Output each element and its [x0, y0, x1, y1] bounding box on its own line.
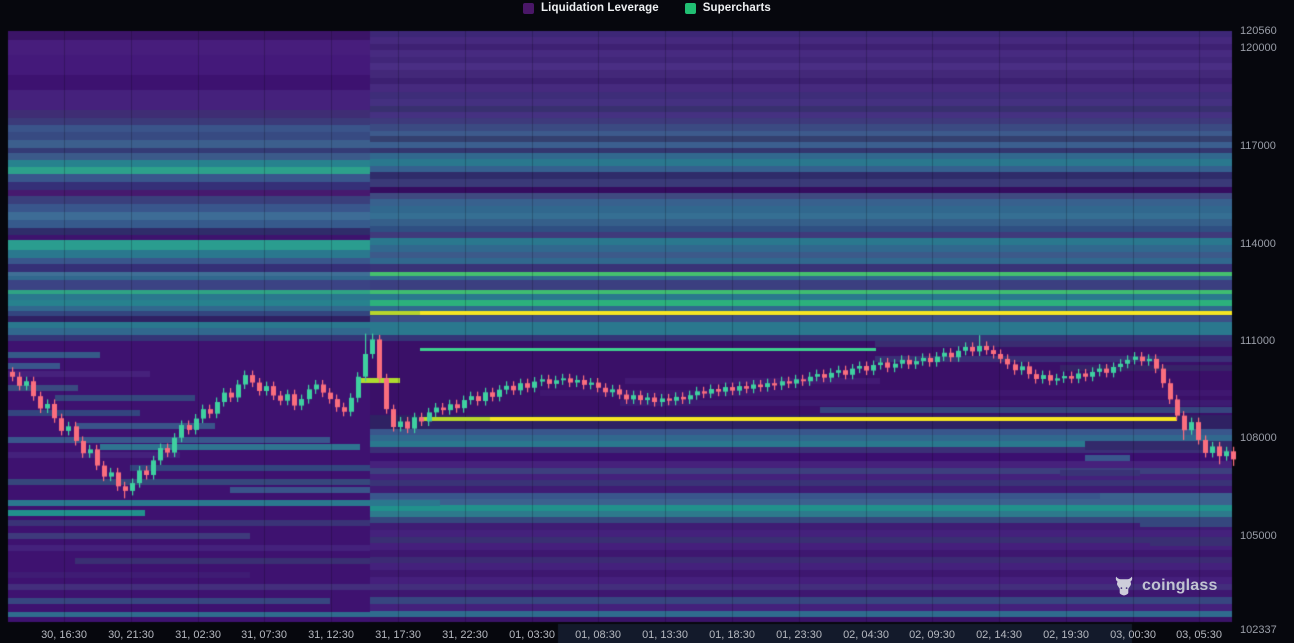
legend-swatch: [523, 2, 535, 14]
price-axis-label: 114000: [1240, 238, 1276, 250]
time-axis-label: 02, 09:30: [909, 629, 955, 641]
watermark-brand-text: coinglass: [1142, 577, 1218, 594]
legend-label: Supercharts: [702, 2, 771, 14]
coinglass-watermark: coinglass: [1112, 574, 1218, 598]
time-axis-label: 31, 12:30: [308, 629, 354, 641]
price-axis-label: 102337: [1240, 624, 1277, 636]
legend-item-liquidation-leverage[interactable]: Liquidation Leverage: [523, 2, 659, 14]
price-axis-label: 105000: [1240, 530, 1277, 542]
time-axis-label: 02, 19:30: [1043, 629, 1089, 641]
time-axis-label: 31, 17:30: [375, 629, 421, 641]
price-axis-label: 108000: [1240, 432, 1277, 444]
time-axis-label: 01, 13:30: [642, 629, 688, 641]
time-axis-label: 01, 23:30: [776, 629, 822, 641]
time-axis-label: 01, 08:30: [575, 629, 621, 641]
time-axis-label: 31, 02:30: [175, 629, 221, 641]
time-axis-label: 01, 18:30: [709, 629, 755, 641]
time-axis-label: 03, 05:30: [1176, 629, 1222, 641]
chart-legend: Liquidation Leverage Supercharts: [0, 0, 1294, 16]
time-axis-label: 03, 00:30: [1110, 629, 1156, 641]
legend-label: Liquidation Leverage: [541, 2, 659, 14]
time-axis-label: 31, 22:30: [442, 629, 488, 641]
time-axis-label: 01, 03:30: [509, 629, 555, 641]
time-axis-label: 02, 04:30: [843, 629, 889, 641]
legend-item-supercharts[interactable]: Supercharts: [684, 2, 771, 14]
price-axis-label: 111000: [1240, 335, 1276, 347]
price-axis-label: 120560: [1240, 25, 1277, 37]
time-axis-label: 30, 16:30: [41, 629, 87, 641]
legend-swatch: [684, 2, 696, 14]
time-axis-label: 31, 07:30: [241, 629, 287, 641]
time-axis-label: 30, 21:30: [108, 629, 154, 641]
price-axis-label: 120000: [1240, 42, 1277, 54]
bull-icon: [1115, 576, 1133, 596]
price-axis-label: 117000: [1240, 140, 1276, 152]
time-axis-label: 02, 14:30: [976, 629, 1022, 641]
